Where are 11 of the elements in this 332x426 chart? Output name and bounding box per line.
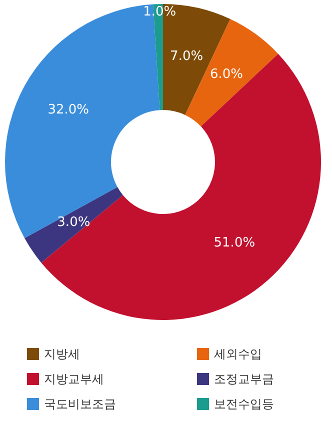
data-label: 6.0%: [210, 67, 243, 82]
legend-label: 지방교부세: [44, 372, 104, 386]
legend-label: 세외수입: [214, 347, 262, 361]
legend-label: 국도비보조금: [44, 397, 116, 411]
data-label: 3.0%: [57, 215, 90, 230]
data-label: 32.0%: [48, 102, 90, 118]
legend-label: 조정교부금: [214, 372, 274, 386]
legend-label: 지방세: [44, 347, 80, 361]
legend-label: 보전수입등: [214, 397, 274, 411]
data-label: 7.0%: [170, 49, 204, 64]
data-label: 51.0%: [214, 236, 256, 251]
